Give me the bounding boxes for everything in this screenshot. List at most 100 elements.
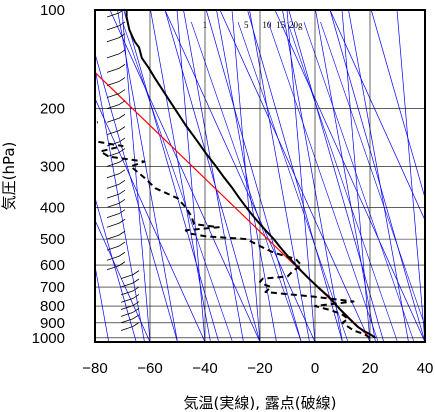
- wind-barb-flag: [132, 314, 140, 320]
- mixing-ratio-line: [267, 21, 379, 342]
- wind-barb-staff: [106, 93, 120, 98]
- mixing-ratio-labels: 1 5 10 15 20g: [203, 20, 303, 30]
- wind-barb-flag: [132, 278, 140, 284]
- reference-line: [123, 10, 220, 342]
- wind-barb-staff: [120, 298, 134, 303]
- reference-line: [249, 10, 310, 342]
- wind-barb-flag: [132, 301, 140, 306]
- reference-line: [216, 10, 277, 342]
- reference-line: [121, 10, 151, 342]
- reference-line: [164, 10, 316, 342]
- y-axis-title: 気圧(hPa): [0, 142, 18, 211]
- mixing-ratio-line: [287, 21, 398, 342]
- wind-barb-flag: [118, 126, 126, 131]
- y-tick-label: 700: [40, 279, 65, 296]
- wind-barb-staff: [120, 318, 134, 324]
- wind-barb-flag: [118, 89, 126, 94]
- mixing-ratio-line: [190, 21, 302, 342]
- wind-barb-flag: [118, 77, 126, 82]
- x-tick-label: 0: [311, 360, 319, 377]
- wind-barb-flag: [118, 199, 126, 204]
- mixing-ratio-label: 20g: [289, 20, 303, 30]
- y-tick-label: 600: [40, 257, 65, 274]
- x-tick-label: −60: [137, 360, 162, 377]
- mixing-ratio-line: [320, 21, 425, 327]
- wind-barb-staff: [106, 202, 120, 208]
- x-tick-label: 40: [417, 360, 434, 377]
- y-tick-label: 300: [40, 158, 65, 175]
- wind-barb-staff: [106, 81, 120, 86]
- wind-barb-staff: [106, 37, 120, 43]
- reference-line: [205, 10, 302, 342]
- wind-barb-staff: [106, 234, 120, 240]
- reference-line: [150, 10, 211, 342]
- y-tick-label: 500: [40, 231, 65, 248]
- reference-line: [396, 10, 425, 342]
- reference-line: [288, 10, 385, 342]
- wind-barb-flag: [132, 270, 140, 275]
- reference-line: [274, 10, 425, 342]
- y-tick-label: 800: [40, 298, 65, 315]
- mixing-ratio-label: 10: [262, 20, 272, 30]
- wind-barb-flag: [118, 241, 126, 247]
- reference-line: [117, 10, 178, 342]
- wind-barb-staff: [106, 255, 120, 261]
- reference-line: [164, 10, 261, 342]
- y-tick-label: 200: [40, 101, 65, 118]
- reference-line: [341, 10, 371, 342]
- reference-line: [95, 196, 137, 342]
- reference-line: [183, 10, 244, 342]
- wind-barb-flag: [118, 251, 126, 257]
- reference-line: [231, 10, 261, 342]
- wind-barb-staff: [106, 152, 120, 157]
- series-temperature-line: [125, 10, 377, 339]
- reference-line: [370, 10, 425, 200]
- wind-barb-flag: [132, 307, 140, 313]
- wind-barb-staff: [106, 25, 120, 31]
- wind-barb-flag: [118, 180, 126, 185]
- y-tick-label: 100: [40, 2, 65, 19]
- mixing-ratio-label: 1: [203, 20, 208, 30]
- reference-line: [315, 10, 376, 342]
- wind-barb-flag: [118, 33, 126, 39]
- wind-barb-staff: [106, 68, 120, 73]
- wind-barbs: [106, 8, 140, 331]
- plot-frame: [94, 9, 426, 343]
- wind-barb-staff: [106, 213, 120, 219]
- wind-barb-staff: [120, 290, 134, 296]
- wind-barb-staff: [106, 162, 120, 167]
- wind-barb-flag: [118, 137, 126, 143]
- grid: [95, 10, 425, 342]
- series-dewpoint-line: [95, 121, 371, 339]
- mixing-ratio-line: [122, 21, 233, 342]
- reference-line: [95, 337, 96, 342]
- y-tick-label: 1000: [32, 330, 65, 347]
- reference-line: [95, 97, 206, 342]
- mixing-ratio-line: [237, 21, 349, 342]
- wind-barb-flag: [118, 189, 126, 195]
- wind-barb-staff: [106, 117, 120, 123]
- wind-barb-flag: [118, 148, 126, 153]
- wind-barb-flag: [118, 230, 126, 236]
- reference-line: [329, 10, 425, 222]
- reference-line: [286, 10, 316, 342]
- y-tick-label: 900: [40, 315, 65, 332]
- wind-barb-staff: [106, 173, 120, 179]
- wind-barb-staff: [106, 183, 120, 189]
- wind-barb-staff: [120, 305, 134, 310]
- reference-line: [109, 10, 261, 342]
- x-tick-label: −40: [192, 360, 217, 377]
- x-tick-label: −80: [82, 360, 107, 377]
- y-tick-label: 400: [40, 199, 65, 216]
- wind-barb-flag: [118, 100, 126, 106]
- wind-barb-flag: [118, 49, 126, 55]
- x-tick-labels: −80 −60 −40 −20 0 20 40: [82, 360, 433, 377]
- wind-barb-flag: [118, 113, 126, 119]
- wind-barb-staff: [106, 53, 120, 59]
- wind-barb-flag: [118, 169, 126, 175]
- x-axis-title: 気温(実線), 露点(破線): [184, 394, 337, 412]
- wind-barb-staff: [120, 311, 134, 317]
- reference-line: [176, 10, 206, 342]
